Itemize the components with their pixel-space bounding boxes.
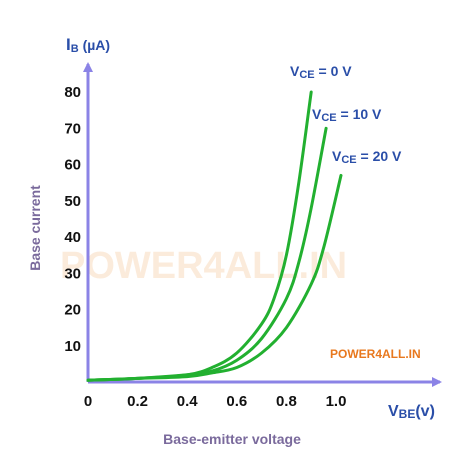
y-axis-label: IB (µA) — [66, 35, 110, 55]
y-tick-label: 70 — [64, 120, 81, 137]
y-axis-title: Base current — [27, 185, 43, 271]
y-axis-label-sub: B — [71, 43, 79, 55]
curve-labels: VCE = 0 V VCE = 10 V VCE = 20 V — [290, 63, 402, 166]
y-tick-label: 50 — [64, 193, 81, 210]
x-ticks: 0 0.2 0.4 0.6 0.8 1.0 — [84, 393, 347, 410]
x-tick-label: 0.2 — [127, 393, 148, 410]
y-tick-label: 30 — [64, 265, 81, 282]
y-axis-label-symbol: I — [66, 35, 71, 54]
y-tick-label: 20 — [64, 302, 81, 319]
series-label-2: VCE = 20 V — [332, 148, 402, 166]
y-tick-label: 10 — [64, 338, 81, 355]
x-tick-label: 1.0 — [326, 393, 347, 410]
y-ticks: 10 20 30 40 50 60 70 80 — [64, 84, 81, 355]
x-tick-label: 0.4 — [177, 393, 199, 410]
y-axis-label-unit: (µA) — [79, 37, 110, 53]
x-tick-label: 0.8 — [276, 393, 297, 410]
x-axis-label-sub: BE — [399, 407, 416, 421]
x-axis-label-unit: (v) — [415, 403, 435, 420]
x-tick-label: 0 — [84, 393, 92, 410]
curve-series-2 — [86, 173, 343, 382]
watermark-big: POWER4ALL.IN — [60, 245, 347, 287]
y-tick-label: 40 — [64, 229, 81, 246]
x-axis-label: VBE(v) — [388, 403, 435, 421]
y-tick-label: 80 — [64, 84, 81, 101]
x-axis-label-symbol: V — [388, 403, 399, 420]
x-axis-title: Base-emitter voltage — [163, 431, 301, 447]
series-label-1: VCE = 10 V — [312, 106, 382, 124]
curves — [86, 90, 343, 382]
series-label-0: VCE = 0 V — [290, 63, 352, 81]
y-tick-label: 60 — [64, 157, 81, 174]
x-tick-label: 0.6 — [226, 393, 247, 410]
watermark-small: POWER4ALL.IN — [330, 347, 421, 361]
